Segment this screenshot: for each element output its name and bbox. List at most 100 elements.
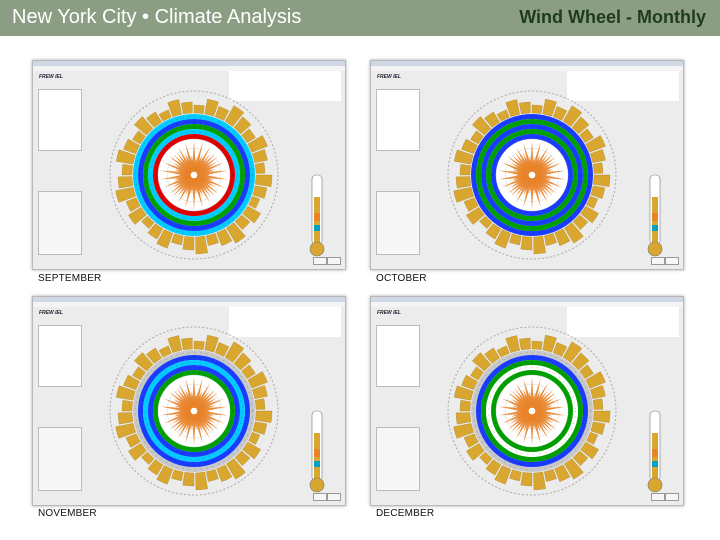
location-info-panel <box>229 307 341 337</box>
thermometer-gauge <box>647 410 663 493</box>
wind-spike <box>185 413 196 444</box>
window-button[interactable] <box>651 493 665 501</box>
wind-spike <box>530 142 541 173</box>
window-titlebar <box>33 297 345 302</box>
wheel-bar <box>181 101 193 115</box>
wheel-bar <box>252 149 268 163</box>
controls-panel <box>376 191 420 255</box>
controls-panel <box>376 427 420 491</box>
window-button[interactable] <box>313 493 327 501</box>
gauge-band <box>652 461 658 467</box>
wheel-bar <box>466 207 485 225</box>
wheel-grid-circle <box>495 374 569 448</box>
wheel-bar <box>461 374 478 390</box>
window-menubar <box>371 66 683 71</box>
wheel-bar <box>255 174 273 187</box>
window-button[interactable] <box>327 493 341 501</box>
wheel-bar <box>226 222 246 244</box>
wind-spike <box>192 378 203 409</box>
wheel-bar <box>562 105 583 127</box>
wind-wheel-graphic <box>109 326 279 496</box>
wheel-bar <box>254 162 266 174</box>
wind-wheel-screenshot-november: FREW IEL <box>32 296 346 506</box>
wheel-bar <box>572 450 589 466</box>
wheel-bar <box>470 130 484 145</box>
wheel-outer-circle <box>109 326 279 496</box>
wheel-ring-divider <box>135 352 253 470</box>
wheel-bar <box>531 104 543 114</box>
legend-panel <box>376 325 420 387</box>
wheel-bar <box>128 207 147 225</box>
wheel-bar <box>459 400 471 412</box>
thermometer-gauge <box>647 174 663 257</box>
wheel-bar <box>564 458 584 480</box>
wind-spike <box>535 406 566 413</box>
wind-spike <box>197 170 228 177</box>
wheel-bar <box>156 229 173 249</box>
wheel-bar <box>215 342 230 357</box>
wind-spike <box>193 146 211 174</box>
wind-spike <box>523 413 533 432</box>
window-titlebar <box>33 61 345 66</box>
wheel-bar <box>553 106 568 121</box>
wind-wheel-screenshot-october: FREW IEL <box>370 60 684 270</box>
window-button[interactable] <box>651 257 665 265</box>
wheel-bar <box>571 116 590 135</box>
wheel-bar <box>455 412 472 425</box>
window-button[interactable] <box>665 493 679 501</box>
wheel-bar <box>485 223 502 240</box>
app-logo: FREW IEL <box>377 74 401 80</box>
wind-spike <box>523 177 534 208</box>
gauge-bulb <box>647 477 663 493</box>
app-logo: FREW IEL <box>377 310 401 316</box>
wheel-bar <box>590 185 606 199</box>
wheel-bar <box>472 116 492 136</box>
panel-caption: OCTOBER <box>376 273 427 284</box>
location-info-panel <box>567 307 679 337</box>
wheel-bar <box>531 340 543 350</box>
wheel-bar <box>167 99 182 117</box>
window-menubar <box>33 66 345 71</box>
wheel-bar <box>593 410 611 423</box>
wheel-bar <box>564 222 584 244</box>
wheel-bar <box>466 443 485 461</box>
wheel-bar <box>204 334 219 353</box>
wheel-bar <box>579 364 594 379</box>
wheel-bar <box>571 352 590 371</box>
controls-panel <box>38 191 82 255</box>
header-banner: New York City • Climate Analysis Wind Wh… <box>0 0 720 36</box>
window-button[interactable] <box>665 257 679 265</box>
wheel-bar <box>206 233 219 246</box>
wheel-bar <box>252 185 268 199</box>
wind-spike <box>534 410 563 424</box>
wind-spike <box>512 169 530 177</box>
wheel-bar <box>590 421 606 435</box>
wheel-bar <box>125 433 141 448</box>
wheel-bar <box>171 233 184 246</box>
wheel-bar <box>146 111 162 128</box>
wheel-bar <box>453 423 474 439</box>
wheel-bar <box>121 164 133 176</box>
wheel-bar <box>579 128 594 143</box>
wheel-bar <box>479 451 493 465</box>
wheel-bar <box>520 236 533 251</box>
wheel-bar <box>585 371 606 389</box>
wind-spike <box>196 410 225 424</box>
window-button[interactable] <box>327 257 341 265</box>
wheel-bar <box>463 433 479 448</box>
wind-spike <box>501 398 530 412</box>
window-button[interactable] <box>313 257 327 265</box>
wheel-ring-divider <box>145 126 243 224</box>
wheel-bar <box>233 352 252 371</box>
wheel-bar <box>117 412 134 425</box>
wind-spike <box>531 154 541 173</box>
wheel-bar <box>590 385 606 399</box>
panel-caption: SEPTEMBER <box>38 273 102 284</box>
wheel-bar <box>454 385 474 401</box>
wheel-bar <box>533 471 546 491</box>
gauge-band <box>652 225 658 231</box>
wheel-bar <box>455 176 472 189</box>
wheel-bar <box>182 236 195 251</box>
wheel-ring-divider <box>483 126 581 224</box>
panel-caption: NOVEMBER <box>38 508 97 519</box>
